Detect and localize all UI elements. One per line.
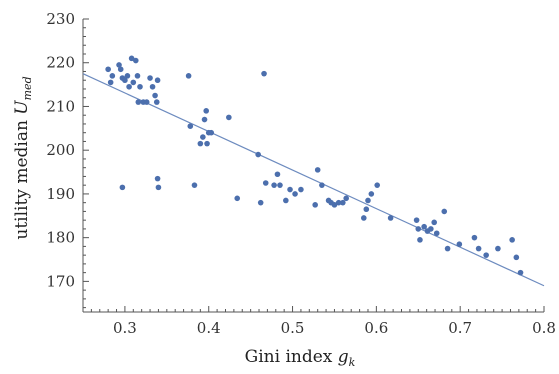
data-point bbox=[441, 208, 448, 215]
data-point bbox=[335, 199, 342, 206]
data-point bbox=[475, 245, 482, 252]
data-point bbox=[274, 171, 281, 178]
data-point bbox=[255, 151, 261, 158]
data-point bbox=[271, 182, 277, 188]
data-point bbox=[360, 215, 367, 221]
data-point bbox=[200, 134, 206, 140]
tick-labels: 0.3 0.4 0.5 0.6 0.7 0.8 170 180 190 200 210 220 230 bbox=[46, 10, 556, 337]
data-point bbox=[387, 215, 394, 221]
data-point bbox=[415, 226, 422, 232]
data-point bbox=[133, 57, 139, 64]
data-point bbox=[197, 140, 204, 147]
data-point bbox=[105, 66, 111, 73]
data-point bbox=[277, 182, 283, 188]
data-point bbox=[107, 79, 114, 86]
data-points bbox=[105, 55, 524, 276]
y-tick-label: 200 bbox=[46, 141, 75, 159]
data-point bbox=[147, 75, 153, 81]
data-point bbox=[149, 83, 156, 90]
data-point bbox=[226, 114, 232, 121]
data-point bbox=[204, 140, 210, 147]
x-tick-label: 0.3 bbox=[113, 319, 137, 337]
data-point bbox=[128, 55, 135, 62]
x-tick-label: 0.4 bbox=[197, 319, 221, 337]
data-point bbox=[517, 269, 524, 276]
data-point bbox=[471, 234, 478, 241]
x-axis-title: Gini index gk bbox=[245, 347, 356, 369]
data-point bbox=[298, 186, 304, 193]
data-point bbox=[319, 182, 325, 188]
data-point bbox=[122, 77, 128, 84]
y-axis-title: utility median Umed bbox=[12, 76, 34, 239]
data-point bbox=[154, 77, 161, 84]
data-point bbox=[509, 237, 515, 243]
data-point bbox=[134, 73, 141, 79]
data-point bbox=[155, 184, 162, 191]
data-point bbox=[433, 230, 440, 237]
data-point bbox=[483, 252, 489, 258]
data-point bbox=[331, 202, 338, 208]
data-point bbox=[495, 245, 501, 252]
data-point bbox=[154, 175, 161, 182]
data-point bbox=[368, 191, 375, 197]
data-point bbox=[152, 92, 158, 99]
data-point bbox=[109, 73, 116, 79]
data-point bbox=[187, 123, 194, 129]
data-point bbox=[234, 195, 241, 202]
data-point bbox=[262, 180, 269, 186]
data-point bbox=[117, 66, 124, 73]
data-point bbox=[287, 186, 293, 193]
data-point bbox=[312, 202, 318, 208]
data-point bbox=[116, 62, 122, 68]
x-tick-label: 0.6 bbox=[364, 319, 388, 337]
data-point bbox=[201, 116, 208, 123]
x-tick-label: 0.7 bbox=[448, 319, 472, 337]
y-tick-label: 190 bbox=[46, 185, 75, 203]
data-point bbox=[421, 223, 427, 230]
data-point bbox=[137, 83, 143, 90]
data-point bbox=[314, 167, 321, 173]
data-point bbox=[153, 99, 160, 105]
y-tick-label: 180 bbox=[46, 229, 75, 247]
data-point bbox=[261, 70, 267, 77]
data-point bbox=[292, 191, 298, 197]
data-point bbox=[191, 182, 198, 188]
data-point bbox=[431, 219, 437, 226]
y-tick-label: 230 bbox=[46, 10, 75, 28]
x-tick-label: 0.5 bbox=[281, 319, 305, 337]
y-tick-label: 220 bbox=[46, 54, 75, 72]
data-point bbox=[513, 254, 520, 261]
y-tick-label: 210 bbox=[46, 97, 75, 115]
data-point bbox=[119, 184, 126, 191]
data-point bbox=[143, 99, 150, 105]
data-point bbox=[126, 83, 132, 90]
data-point bbox=[444, 245, 451, 252]
data-point bbox=[135, 99, 142, 105]
data-point bbox=[130, 79, 137, 86]
data-point bbox=[456, 241, 463, 248]
data-point bbox=[417, 237, 423, 243]
x-tick-label: 0.8 bbox=[532, 319, 556, 337]
data-point bbox=[208, 129, 215, 136]
data-point bbox=[185, 73, 192, 79]
data-point bbox=[365, 197, 371, 204]
axes bbox=[82, 18, 545, 313]
y-tick-label: 170 bbox=[46, 272, 75, 290]
regression-line bbox=[82, 73, 545, 287]
data-point bbox=[257, 199, 264, 206]
data-point bbox=[363, 206, 370, 213]
data-point bbox=[340, 199, 346, 206]
data-point bbox=[203, 108, 210, 114]
data-point bbox=[413, 217, 420, 223]
data-point bbox=[283, 197, 289, 204]
data-point bbox=[124, 73, 131, 79]
data-point bbox=[374, 182, 381, 188]
data-point bbox=[428, 226, 434, 232]
data-point bbox=[343, 195, 349, 202]
